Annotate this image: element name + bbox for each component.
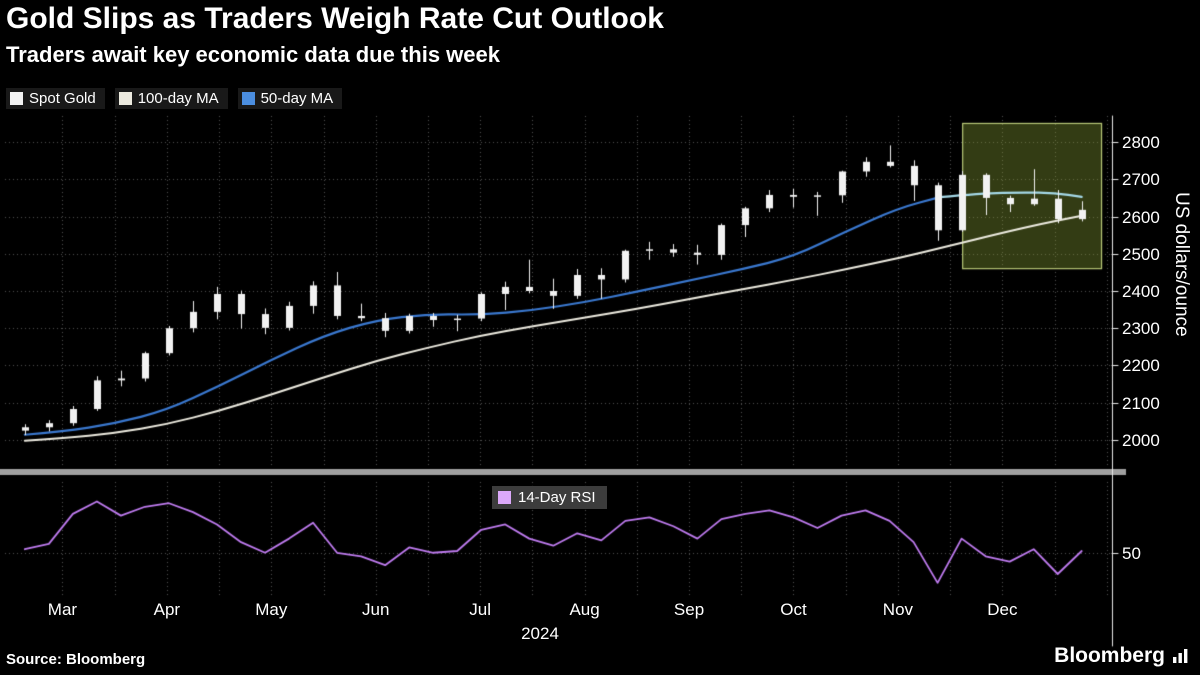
legend-label-50-day-ma: 50-day MA bbox=[260, 90, 334, 107]
spot-gold-swatch-icon bbox=[10, 92, 23, 105]
y-axis-tick-label: 2400 bbox=[1122, 282, 1160, 301]
y-axis-tick-label: 2700 bbox=[1122, 170, 1160, 190]
x-axis-year-label: 2024 bbox=[521, 624, 559, 643]
x-axis-month-label: Sep bbox=[673, 600, 705, 619]
x-axis-month-label: Oct bbox=[780, 600, 807, 619]
x-axis-month-label: Aug bbox=[569, 600, 600, 619]
x-axis-month-label: Jul bbox=[469, 600, 492, 619]
y-axis-tick-label: 2600 bbox=[1122, 207, 1160, 227]
y-axis-tick-label: 2100 bbox=[1122, 393, 1160, 413]
y-axis-tick-label: 2200 bbox=[1122, 356, 1160, 376]
legend-item-100-day-ma: 100-day MA bbox=[114, 88, 228, 109]
x-axis-month-label: Mar bbox=[47, 600, 78, 619]
x-axis-month-label: Nov bbox=[882, 600, 914, 619]
chart-title: Gold Slips as Traders Weigh Rate Cut Out… bbox=[6, 2, 664, 35]
x-axis-month-label: Jun bbox=[362, 600, 390, 619]
y-axis-tick-label: 2000 bbox=[1122, 430, 1160, 450]
legend-item-spot-gold: Spot Gold bbox=[6, 88, 105, 109]
rsi-swatch-icon bbox=[498, 491, 511, 504]
y-axis-tick-label: 2800 bbox=[1122, 133, 1160, 153]
x-axis-month-label: May bbox=[255, 600, 288, 619]
bloomberg-wordmark: Bloomberg bbox=[1054, 644, 1165, 667]
bloomberg-chart-bars-icon bbox=[1173, 649, 1188, 663]
main-legend: Spot Gold 100-day MA 50-day MA bbox=[6, 88, 343, 109]
rsi-legend-label: 14-Day RSI bbox=[518, 489, 596, 506]
rsi-legend: 14-Day RSI bbox=[492, 486, 607, 509]
x-axis-month-label: Apr bbox=[153, 600, 181, 619]
y-axis-tick-label: 2500 bbox=[1122, 244, 1160, 264]
y-axis-tick-label: 2300 bbox=[1122, 319, 1160, 339]
x-axis-month-label: Dec bbox=[987, 600, 1018, 619]
chart-subtitle: Traders await key economic data due this… bbox=[6, 42, 500, 67]
rsi-axis-tick-label: 50 bbox=[1122, 543, 1141, 563]
legend-item-50-day-ma: 50-day MA bbox=[237, 88, 343, 109]
bloomberg-logo: Bloomberg bbox=[1054, 644, 1190, 668]
y-axis-unit-label: US dollars/ounce bbox=[1171, 192, 1192, 337]
legend-label-spot-gold: Spot Gold bbox=[29, 90, 96, 107]
legend-label-100-day-ma: 100-day MA bbox=[137, 90, 219, 107]
50-day-ma-swatch-icon bbox=[241, 92, 255, 105]
100-day-ma-swatch-icon bbox=[118, 92, 132, 105]
source-attribution: Source: Bloomberg bbox=[6, 651, 146, 668]
